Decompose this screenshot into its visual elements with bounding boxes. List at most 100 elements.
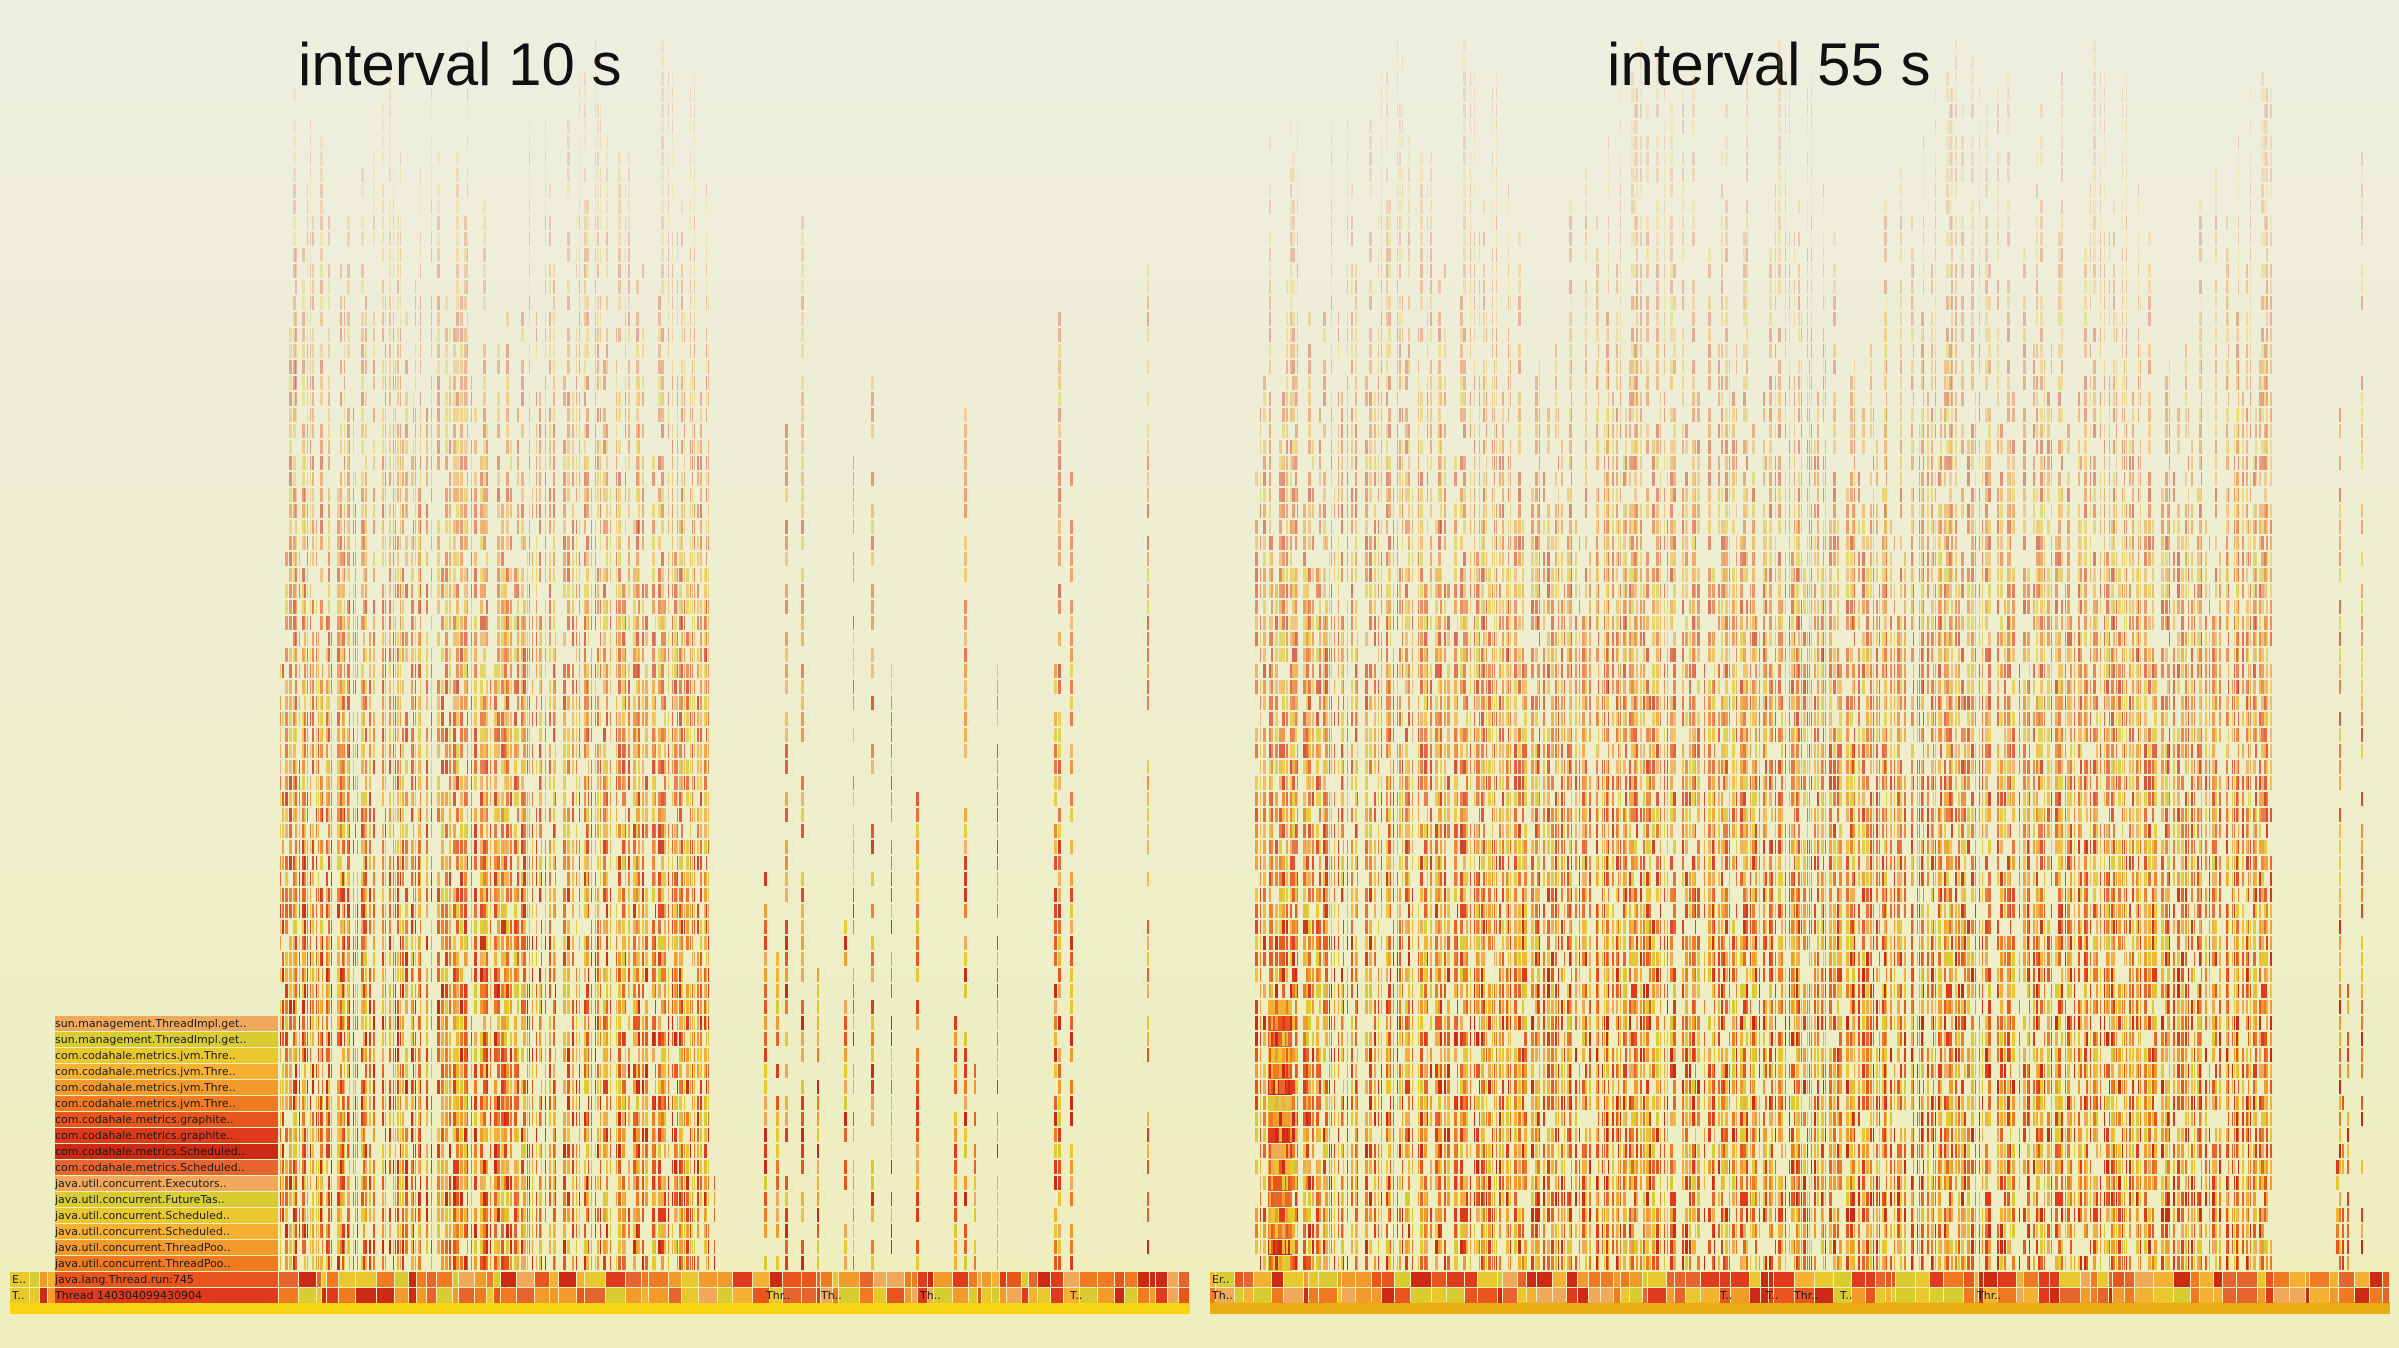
flame-column-frame[interactable] [545,488,546,502]
flame-column-frame[interactable] [385,1016,386,1030]
flame-column-frame[interactable] [553,712,555,726]
flame-column-frame[interactable] [373,664,375,678]
flame-column-frame[interactable] [355,632,356,646]
flame-column-frame[interactable] [385,680,386,694]
flame-column-frame[interactable] [597,1080,599,1094]
flame-column-frame[interactable] [312,1032,314,1046]
flame-column-frame[interactable] [597,920,599,934]
flame-column-frame[interactable] [318,984,319,998]
flame-column-frame[interactable] [382,424,384,438]
flame-column-frame[interactable] [497,1000,500,1014]
flame-column-frame[interactable] [431,1096,432,1110]
flame-column-frame[interactable] [322,888,323,902]
flame-column-frame[interactable] [349,1000,350,1014]
flame-column-frame[interactable] [555,1112,556,1126]
flame-column-frame[interactable] [340,856,342,870]
flame-column-frame[interactable] [588,1096,589,1110]
flame-column-frame[interactable] [529,152,530,166]
flame-column-frame[interactable] [331,984,332,998]
flame-column-frame[interactable] [474,584,477,598]
flame-column-frame[interactable] [600,632,601,646]
flame-column-frame[interactable] [431,792,432,806]
flame-column-frame[interactable] [397,760,399,774]
flame-column-frame[interactable] [445,824,448,838]
flame-column-frame[interactable] [295,552,297,566]
flame-column-frame[interactable] [316,904,317,918]
flame-column-frame[interactable] [539,472,541,486]
flame-column-frame[interactable] [483,584,486,598]
flame-column-frame[interactable] [597,152,599,166]
flame-column-frame[interactable] [316,552,317,566]
flame-column-frame[interactable] [415,1064,416,1078]
flame-column-frame[interactable] [471,520,472,534]
flame-column-frame[interactable] [326,680,328,694]
flame-column-frame[interactable] [353,472,354,486]
flame-column-frame[interactable] [483,696,486,710]
flame-column-frame[interactable] [506,488,509,502]
flame-column-frame[interactable] [579,1032,580,1046]
flame-column-frame[interactable] [357,728,358,742]
flame-column-frame[interactable] [312,1064,314,1078]
flame-column-frame[interactable] [393,744,394,758]
flame-column-frame[interactable] [340,1112,342,1126]
flame-column-frame[interactable] [467,472,468,486]
flame-column-frame[interactable] [420,360,421,374]
flame-column-frame[interactable] [553,1064,555,1078]
flame-column-frame[interactable] [355,904,356,918]
flame-column-frame[interactable] [494,1048,497,1062]
flame-column-frame[interactable] [420,344,421,358]
thread-frame[interactable] [982,1288,991,1303]
flame-column-frame[interactable] [415,552,416,566]
flame-column-frame[interactable] [295,1224,297,1238]
flame-column-frame[interactable] [393,440,394,454]
flame-column-frame[interactable] [486,616,488,630]
flame-column-frame[interactable] [506,696,509,710]
flame-column-frame[interactable] [584,808,586,822]
flame-column-frame[interactable] [405,1128,408,1142]
flame-column-frame[interactable] [445,792,448,806]
flame-column-frame[interactable] [549,232,551,246]
flame-column-frame[interactable] [464,856,467,870]
flame-column-frame[interactable] [295,264,297,278]
flame-column-frame[interactable] [576,760,577,774]
flame-column-frame[interactable] [349,680,350,694]
flame-column-frame[interactable] [299,824,300,838]
flame-column-frame[interactable] [395,584,396,598]
flame-column-frame[interactable] [426,440,428,454]
flame-column-frame[interactable] [363,1208,365,1222]
flame-column-frame[interactable] [310,376,311,390]
flame-column-frame[interactable] [572,472,574,486]
flame-column-frame[interactable] [385,776,386,790]
flame-column-frame[interactable] [282,1016,284,1030]
flame-column-frame[interactable] [610,888,611,902]
flame-column-frame[interactable] [295,984,297,998]
flame-column-frame[interactable] [385,360,386,374]
flame-column-frame[interactable] [497,568,500,582]
flame-column-frame[interactable] [373,680,375,694]
flame-column-frame[interactable] [289,616,292,630]
flame-column-frame[interactable] [420,824,421,838]
flame-column-frame[interactable] [595,248,596,262]
flame-column-frame[interactable] [467,488,468,502]
flame-column-frame[interactable] [363,792,365,806]
flame-column-frame[interactable] [486,1080,488,1094]
flame-column-frame[interactable] [365,808,367,822]
flame-column-frame[interactable] [310,1112,311,1126]
flame-column-frame[interactable] [539,664,541,678]
flame-column-frame[interactable] [539,872,541,886]
flame-column-frame[interactable] [361,280,364,294]
flame-column-frame[interactable] [541,664,542,678]
flame-column-frame[interactable] [328,1064,330,1078]
flame-column-frame[interactable] [576,264,577,278]
flame-column-frame[interactable] [304,856,306,870]
flame-column-frame[interactable] [328,760,330,774]
flame-column-frame[interactable] [357,792,358,806]
flame-column-frame[interactable] [584,1032,586,1046]
flame-column-frame[interactable] [456,328,459,342]
flame-column-frame[interactable] [299,664,300,678]
flame-column-frame[interactable] [616,792,617,806]
flame-column-frame[interactable] [467,1176,468,1190]
flame-column-frame[interactable] [437,1080,440,1094]
flame-column-frame[interactable] [304,888,306,902]
flame-column-frame[interactable] [474,728,477,742]
